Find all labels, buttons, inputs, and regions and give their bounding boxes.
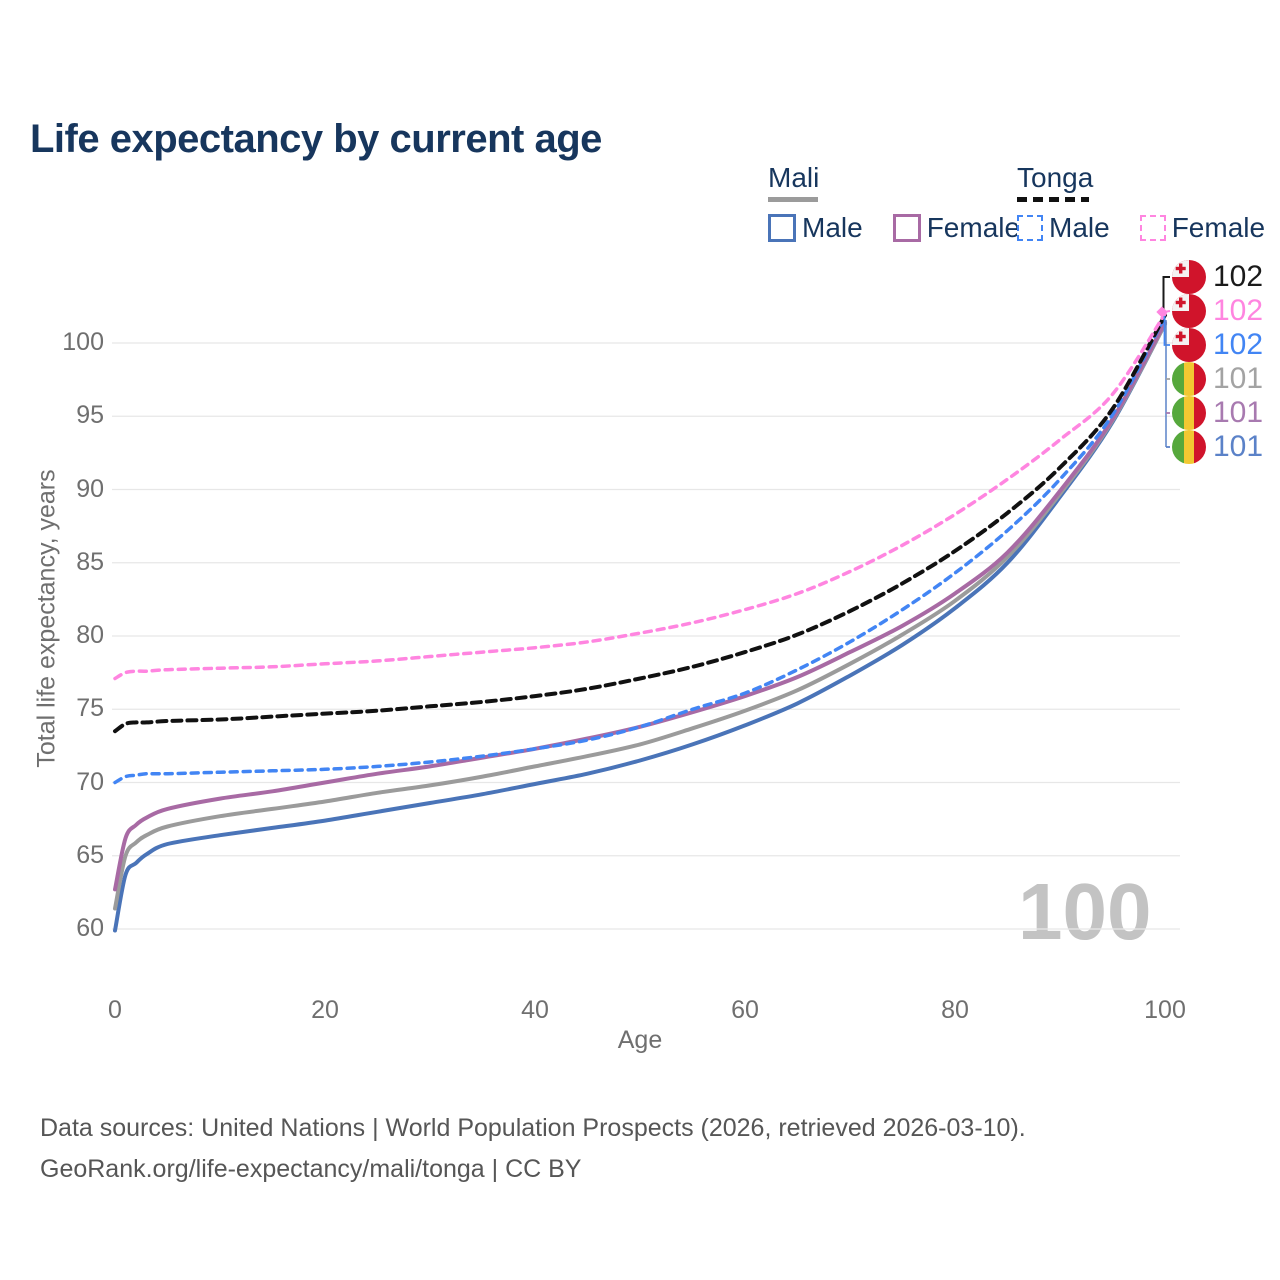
end-value: 102 bbox=[1213, 294, 1264, 327]
attribution-line: GeoRank.org/life-expectancy/mali/tonga |… bbox=[40, 1155, 582, 1183]
data-sources-line: Data sources: United Nations | World Pop… bbox=[40, 1114, 1026, 1142]
series-line-tonga-female bbox=[113, 311, 1167, 681]
mali-flag-icon bbox=[1172, 396, 1206, 430]
legend-item-mali-male[interactable]: Male bbox=[768, 212, 863, 244]
series-lines bbox=[113, 311, 1167, 933]
y-tick-label: 80 bbox=[76, 621, 104, 649]
end-label-tonga-total: 102 bbox=[1172, 260, 1263, 294]
y-tick-label: 75 bbox=[76, 694, 104, 723]
x-tick-label: 60 bbox=[731, 996, 759, 1024]
x-axis-title: Age bbox=[617, 1026, 663, 1054]
series-line-tonga-male bbox=[113, 314, 1167, 785]
connector-line bbox=[1162, 276, 1170, 311]
gridlines bbox=[112, 342, 1180, 930]
y-tick-label: 100 bbox=[62, 328, 104, 356]
legend-item-tonga-male[interactable]: Male bbox=[1017, 212, 1110, 244]
mali-flag-icon bbox=[1172, 430, 1206, 464]
series-line-mali-total bbox=[113, 322, 1167, 911]
mali-flag-icon bbox=[1172, 362, 1206, 396]
end-label-mali-female: 101 bbox=[1172, 396, 1263, 430]
end-value: 101 bbox=[1213, 430, 1264, 463]
tonga-flag-icon bbox=[1172, 328, 1206, 362]
label-connectors bbox=[1156, 276, 1171, 448]
legend-label: Male bbox=[1049, 212, 1110, 243]
tonga-male-swatch bbox=[1017, 215, 1043, 241]
tonga-female-swatch bbox=[1139, 215, 1166, 241]
end-label-mali-total: 101 bbox=[1172, 362, 1263, 396]
x-tick-label: 20 bbox=[311, 996, 339, 1024]
y-tick-label: 60 bbox=[76, 914, 104, 942]
x-tick-label: 40 bbox=[521, 996, 549, 1024]
x-tick-label: 100 bbox=[1144, 996, 1186, 1024]
legend-item-tonga-female[interactable]: Female bbox=[1139, 212, 1266, 244]
connector-line bbox=[1163, 316, 1170, 346]
mali-female-swatch bbox=[892, 214, 921, 242]
series-line-mali-male bbox=[113, 322, 1167, 933]
legend-country-tonga: Tonga bbox=[1017, 162, 1094, 193]
end-label-mali-male: 101 bbox=[1172, 430, 1263, 464]
tonga-flag-icon bbox=[1172, 260, 1206, 294]
legend-country-mali: Mali bbox=[768, 162, 820, 193]
mali-male-swatch bbox=[768, 214, 796, 242]
y-tick-label: 85 bbox=[76, 547, 104, 576]
page-title: Life expectancy by current age bbox=[30, 116, 602, 161]
series-line-tonga-total bbox=[113, 313, 1167, 734]
end-label-tonga-male: 102 bbox=[1172, 328, 1263, 362]
y-tick-label: 95 bbox=[76, 401, 104, 430]
x-tick-label: 0 bbox=[108, 996, 122, 1024]
y-tick-label: 70 bbox=[76, 767, 104, 796]
legend-item-mali-female[interactable]: Female bbox=[892, 212, 1021, 244]
legend-group-mali: Mali Male Female bbox=[768, 162, 1042, 244]
end-value: 102 bbox=[1213, 260, 1264, 293]
mali-line-style-swatch bbox=[768, 197, 818, 202]
tonga-line-style-swatch bbox=[1017, 197, 1089, 202]
footer: Data sources: United Nations | World Pop… bbox=[40, 1108, 1026, 1190]
x-tick-label: 80 bbox=[941, 996, 969, 1024]
end-label-tonga-female: 102 bbox=[1172, 294, 1263, 328]
y-axis-title: Total life expectancy, years bbox=[32, 469, 61, 768]
end-value: 101 bbox=[1213, 362, 1264, 395]
end-value: 101 bbox=[1213, 396, 1264, 429]
legend-label: Female bbox=[1171, 212, 1266, 243]
legend-label: Female bbox=[926, 212, 1021, 243]
endpoint-marker bbox=[1156, 306, 1168, 318]
age-watermark: 100 bbox=[1018, 867, 1152, 956]
series-line-mali-female bbox=[113, 320, 1167, 892]
legend-group-tonga: Tonga Male Female bbox=[1017, 162, 1280, 244]
y-tick-label: 90 bbox=[76, 474, 104, 503]
tonga-flag-icon bbox=[1172, 294, 1206, 328]
end-value: 102 bbox=[1213, 328, 1264, 361]
y-tick-label: 65 bbox=[76, 840, 104, 869]
legend-label: Male bbox=[802, 212, 863, 243]
